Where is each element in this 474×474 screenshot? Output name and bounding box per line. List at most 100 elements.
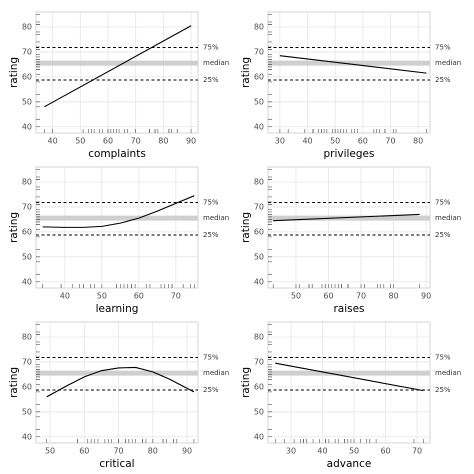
x-tick-label: 70: [113, 447, 123, 456]
plot-area: [267, 11, 431, 134]
x-tick-label: 80: [158, 137, 168, 146]
panel: 40 50 60 70 80 50 60 70 80 90 75% median 25% raises ra…: [240, 166, 461, 315]
x-tick-label: 90: [182, 447, 192, 456]
ref-label: median: [203, 369, 229, 377]
x-tick-label: 40: [48, 137, 58, 146]
fit-line: [275, 362, 424, 392]
y-tick-label: 70: [254, 202, 264, 211]
ref-label: 75%: [435, 199, 451, 207]
y-tick-label: 70: [254, 357, 264, 366]
y-tick-label: 70: [22, 202, 32, 211]
y-tick-label: 50: [22, 252, 32, 261]
y-tick-label: 80: [22, 22, 32, 31]
y-tick-label: 80: [254, 332, 264, 341]
ref-label: 25%: [435, 386, 451, 394]
x-tick-label: 60: [134, 292, 144, 301]
plot-area: [267, 321, 431, 444]
y-tick-label: 50: [254, 252, 264, 261]
plot-area: [35, 11, 199, 134]
x-tick-label: 70: [412, 447, 422, 456]
y-tick-label: 60: [254, 72, 264, 81]
x-tick-label: 50: [349, 447, 359, 456]
plot-area: [35, 321, 199, 444]
y-tick-label: 80: [22, 177, 32, 186]
y-axis-label: rating: [8, 367, 20, 398]
y-tick-label: 60: [22, 382, 32, 391]
ref-label: 75%: [203, 199, 219, 207]
y-tick-label: 40: [22, 432, 32, 441]
x-tick-label: 60: [380, 447, 390, 456]
y-tick-label: 50: [22, 407, 32, 416]
x-tick-label: 30: [275, 137, 285, 146]
x-tick-label: 50: [75, 137, 85, 146]
y-tick-label: 50: [254, 97, 264, 106]
y-tick-label: 40: [254, 432, 264, 441]
y-tick-label: 80: [254, 22, 264, 31]
panel: 40 50 60 70 80 30 40 50 60 70 75% median 25% advance r…: [240, 321, 461, 470]
y-tick-label: 80: [254, 177, 264, 186]
y-axis-label: rating: [240, 57, 252, 88]
x-tick-label: 70: [171, 292, 181, 301]
x-axis-label: critical: [99, 458, 134, 470]
panel: 40 50 60 70 80 40 50 60 70 80 90 75% median 25% compla…: [8, 11, 229, 160]
y-axis-label: rating: [240, 212, 252, 243]
x-axis-label: raises: [333, 303, 364, 315]
x-tick-label: 60: [358, 137, 368, 146]
ref-label: 25%: [203, 76, 219, 84]
x-tick-label: 30: [286, 447, 296, 456]
x-tick-label: 40: [60, 292, 70, 301]
x-tick-label: 50: [291, 292, 301, 301]
y-tick-label: 70: [254, 47, 264, 56]
y-tick-label: 40: [22, 122, 32, 131]
ref-label: 75%: [203, 354, 219, 362]
x-tick-label: 70: [356, 292, 366, 301]
x-axis-label: privileges: [323, 148, 374, 160]
y-tick-label: 70: [22, 357, 32, 366]
x-tick-label: 80: [148, 447, 158, 456]
x-tick-label: 90: [186, 137, 196, 146]
fit-line: [273, 213, 420, 222]
x-tick-label: 80: [413, 137, 423, 146]
ref-label: median: [203, 214, 229, 222]
x-tick-label: 80: [388, 292, 398, 301]
y-tick-label: 50: [22, 97, 32, 106]
ref-label: 75%: [435, 44, 451, 52]
fit-line: [279, 55, 427, 74]
x-axis-label: advance: [327, 458, 372, 470]
ref-label: 25%: [203, 231, 219, 239]
ref-label: 25%: [203, 386, 219, 394]
ref-label: 25%: [435, 76, 451, 84]
y-tick-label: 40: [254, 277, 264, 286]
x-tick-label: 70: [131, 137, 141, 146]
y-tick-label: 60: [254, 227, 264, 236]
x-tick-label: 50: [97, 292, 107, 301]
y-tick-label: 60: [254, 382, 264, 391]
x-tick-label: 70: [385, 137, 395, 146]
ref-label: 75%: [203, 44, 219, 52]
x-tick-label: 60: [323, 292, 333, 301]
x-tick-label: 60: [79, 447, 89, 456]
ref-label: median: [203, 59, 229, 67]
x-tick-label: 40: [317, 447, 327, 456]
panel: 40 50 60 70 80 40 50 60 70 75% median 25% learning ra…: [8, 166, 229, 315]
panel: 40 50 60 70 80 30 40 50 60 70 80 75% median 25% privil…: [240, 11, 461, 160]
x-tick-label: 40: [302, 137, 312, 146]
y-tick-label: 40: [254, 122, 264, 131]
y-tick-label: 60: [22, 227, 32, 236]
y-tick-label: 40: [22, 277, 32, 286]
y-axis-label: rating: [240, 367, 252, 398]
ref-label: median: [435, 214, 461, 222]
y-tick-label: 50: [254, 407, 264, 416]
ref-label: median: [435, 59, 461, 67]
y-axis-label: rating: [8, 57, 20, 88]
x-tick-label: 50: [330, 137, 340, 146]
x-tick-label: 50: [45, 447, 55, 456]
fit-line: [44, 25, 192, 108]
x-axis-label: learning: [96, 303, 139, 315]
x-tick-label: 60: [103, 137, 113, 146]
y-tick-label: 70: [22, 47, 32, 56]
y-axis-label: rating: [8, 212, 20, 243]
plot-area: [267, 166, 431, 289]
ref-label: median: [435, 369, 461, 377]
